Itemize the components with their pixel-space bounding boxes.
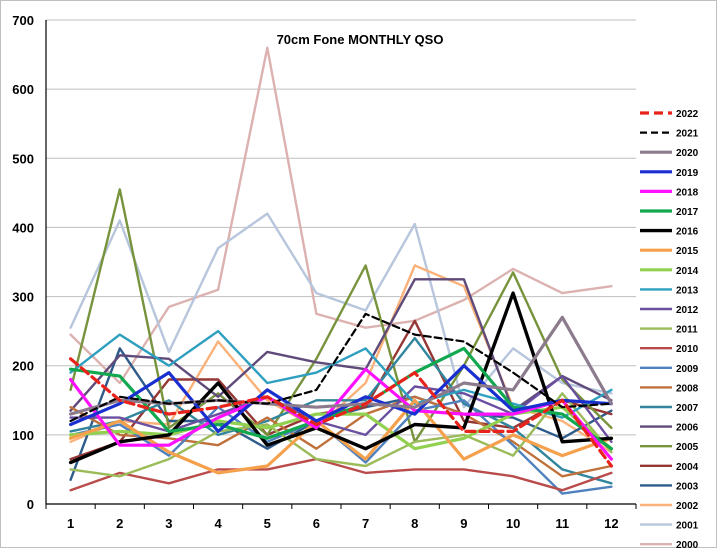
x-tick-label: 10 — [506, 516, 520, 531]
legend-label-2005: 2005 — [676, 442, 699, 453]
legend-label-2006: 2006 — [676, 423, 699, 434]
x-tick-label: 11 — [555, 516, 569, 531]
x-tick-label: 12 — [604, 516, 618, 531]
legend-label-2014: 2014 — [676, 266, 699, 277]
series-lines — [68, 46, 614, 495]
x-tick-label: 9 — [460, 516, 467, 531]
legend-label-2009: 2009 — [676, 364, 699, 375]
series-line-2016 — [68, 291, 614, 465]
series-line-2001 — [69, 212, 613, 409]
x-tick-label: 5 — [264, 516, 271, 531]
x-tick-label: 4 — [214, 516, 222, 531]
chart-title: 70cm Fone MONTHLY QSO — [277, 32, 444, 47]
series-line-2022 — [68, 357, 614, 468]
legend-label-2011: 2011 — [676, 325, 698, 336]
series-line-2000 — [69, 46, 613, 385]
series-line-2010 — [69, 457, 613, 492]
series-line-2019 — [68, 364, 614, 433]
y-tick-label: 500 — [12, 151, 34, 166]
x-tick-label: 1 — [67, 516, 74, 531]
x-tick-label: 7 — [362, 516, 369, 531]
x-tick-label: 6 — [313, 516, 320, 531]
x-axis-tick-labels: 1 2 3 4 5 6 7 8 9 10 11 12 — [67, 516, 619, 531]
legend-label-2007: 2007 — [676, 403, 699, 414]
legend-label-2022: 2022 — [676, 109, 699, 120]
series-line-2020 — [68, 315, 614, 416]
y-tick-label: 400 — [12, 220, 34, 235]
x-tick-label: 2 — [116, 516, 123, 531]
y-tick-label: 0 — [27, 497, 34, 512]
legend-label-2001: 2001 — [676, 521, 699, 532]
series-line-2021 — [69, 312, 613, 423]
y-tick-label: 600 — [12, 82, 34, 97]
legend-label-2017: 2017 — [676, 207, 699, 218]
y-tick-label: 300 — [12, 290, 34, 305]
legend-label-2008: 2008 — [676, 383, 699, 394]
legend-label-2019: 2019 — [676, 168, 699, 179]
series-line-2013 — [69, 329, 613, 419]
y-tick-label: 200 — [12, 359, 34, 374]
legend-label-2016: 2016 — [676, 227, 699, 238]
y-tick-label: 700 — [12, 13, 34, 28]
series-line-2011 — [69, 392, 613, 478]
legend-label-2002: 2002 — [676, 501, 699, 512]
series-line-2018 — [68, 367, 614, 461]
y-tick-label: 100 — [12, 428, 34, 443]
legend-label-2012: 2012 — [676, 305, 699, 316]
legend-label-2013: 2013 — [676, 285, 699, 296]
x-tick-label: 8 — [411, 516, 418, 531]
legend: 2022 2021 2020 2019 2018 2017 2016 2015 2014 2013… — [640, 109, 699, 548]
x-tick-label: 3 — [165, 516, 172, 531]
legend-label-2021: 2021 — [676, 129, 699, 140]
series-line-2005 — [69, 188, 613, 443]
legend-label-2003: 2003 — [676, 481, 699, 492]
y-axis-tick-labels: 0 100 200 300 400 500 600 700 — [12, 13, 34, 512]
legend-label-2018: 2018 — [676, 187, 699, 198]
legend-label-2020: 2020 — [676, 148, 699, 159]
legend-label-2004: 2004 — [676, 462, 699, 473]
legend-label-2015: 2015 — [676, 246, 699, 257]
legend-label-2000: 2000 — [676, 540, 699, 548]
legend-label-2010: 2010 — [676, 344, 699, 355]
